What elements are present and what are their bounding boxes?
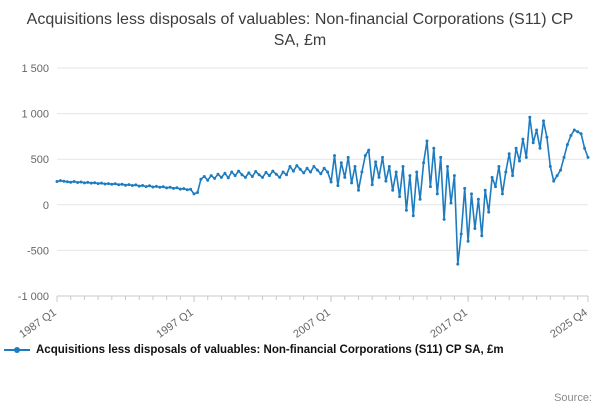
svg-text:2007 Q1: 2007 Q1 <box>291 306 332 340</box>
legend-label: Acquisitions less disposals of valuables… <box>36 343 504 356</box>
svg-text:1997 Q1: 1997 Q1 <box>154 306 195 340</box>
chart-title: Acquisitions less disposals of valuables… <box>26 11 574 49</box>
svg-text:2017 Q1: 2017 Q1 <box>428 306 469 340</box>
svg-text:1 000: 1 000 <box>21 108 49 120</box>
svg-text:-500: -500 <box>27 245 49 257</box>
legend-item[interactable]: Acquisitions less disposals of valuables… <box>0 344 600 356</box>
legend-line-marker-icon <box>4 346 30 353</box>
svg-text:2025 Q4: 2025 Q4 <box>548 306 589 340</box>
svg-text:0: 0 <box>43 199 49 211</box>
source-label: Source: <box>554 392 592 404</box>
svg-text:1 500: 1 500 <box>21 63 49 75</box>
svg-text:-1 000: -1 000 <box>18 291 49 303</box>
chart-svg: 1 500 1 000 500 0 -500 -1 000 1987 Q1 1997 Q1 20… <box>17 63 589 341</box>
svg-text:500: 500 <box>31 154 49 166</box>
svg-text:1987 Q1: 1987 Q1 <box>17 306 58 340</box>
